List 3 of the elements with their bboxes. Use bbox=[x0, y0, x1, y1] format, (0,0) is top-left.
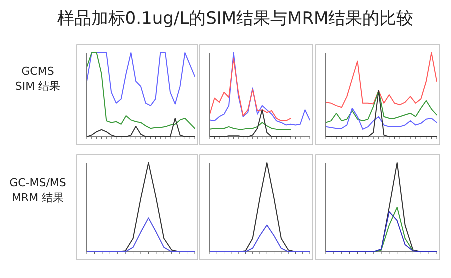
y-axis-title: GC-MS/MS MRM 结果 bbox=[10, 176, 66, 204]
y-axis-title: GCMS SIM 结果 bbox=[15, 65, 61, 93]
text: 样品加标0.1ug/L的SIM结果与MRM结果的比较 bbox=[57, 9, 414, 29]
